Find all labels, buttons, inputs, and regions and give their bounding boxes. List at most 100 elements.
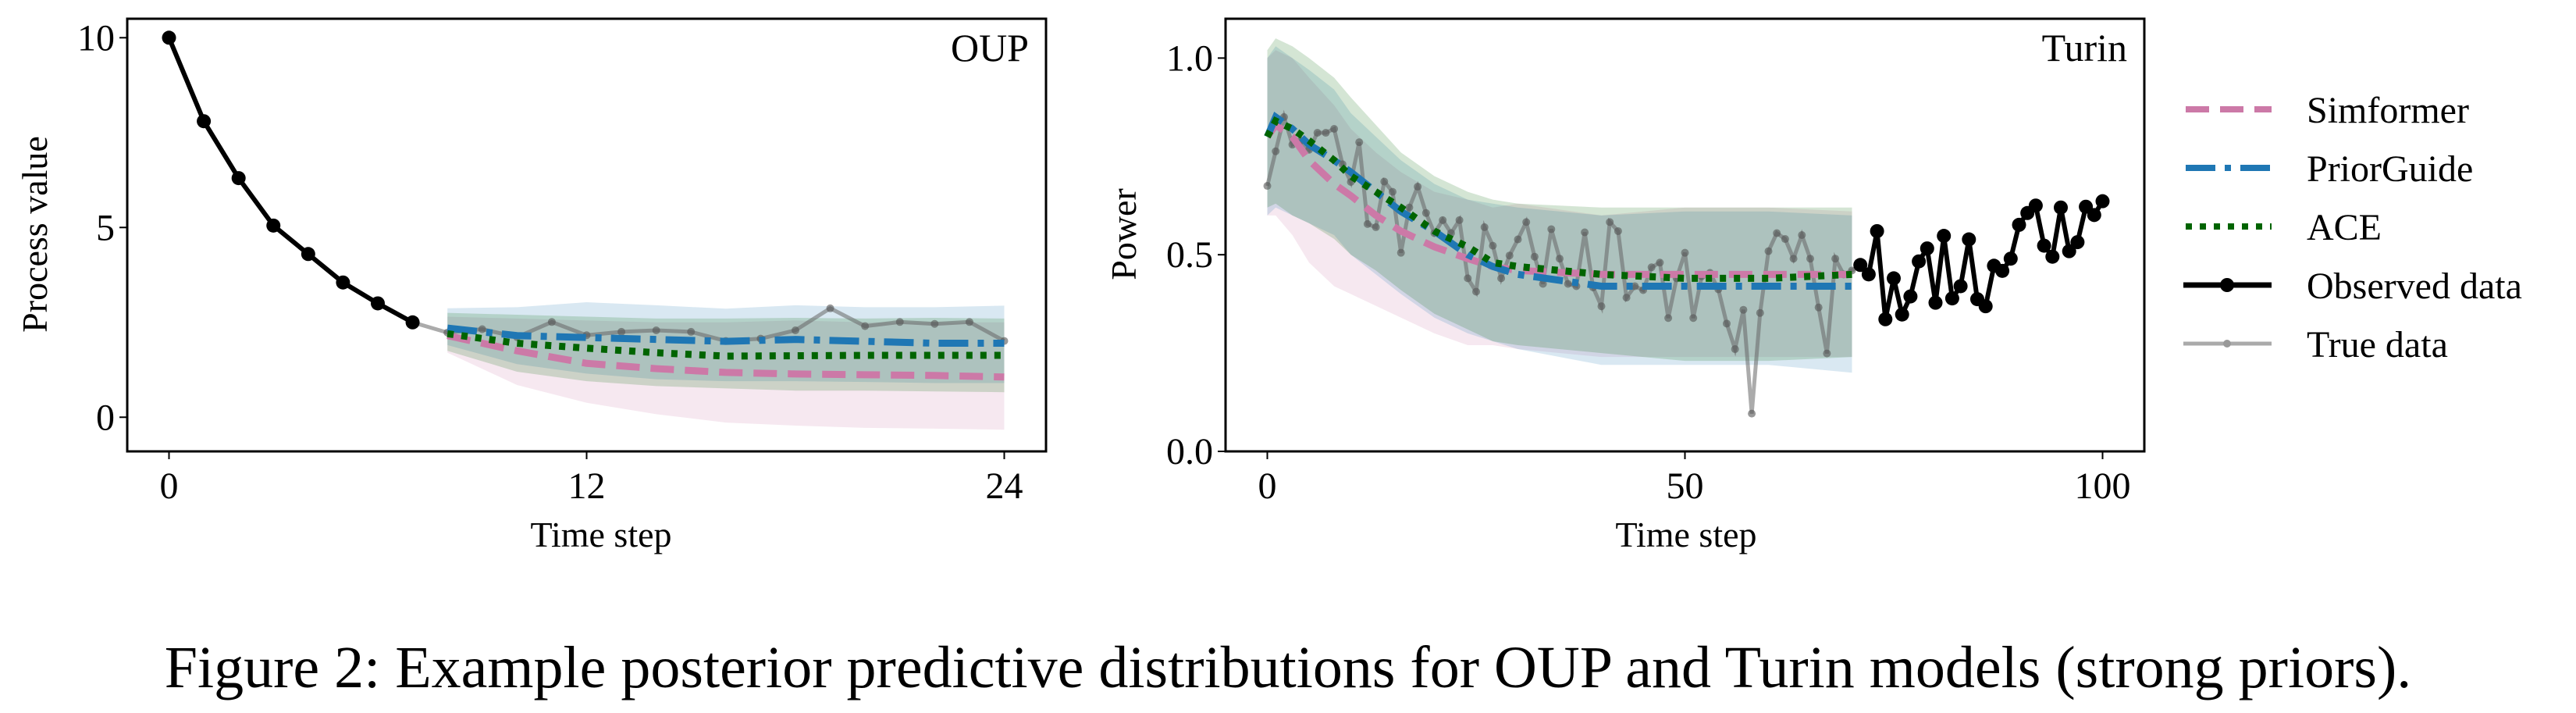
legend-label-observed: Observed data [2307, 266, 2522, 307]
turin-true-data-point [1313, 129, 1322, 137]
oup-x-tick-label: 12 [568, 465, 606, 507]
turin-true-data-point [1539, 280, 1547, 288]
turin-y-tick-label: 0.0 [1166, 431, 1213, 472]
oup-true-data-point [861, 322, 870, 330]
oup-observed-point [162, 30, 176, 45]
turin-observed-point [1887, 271, 1901, 286]
turin-true-data-point [1689, 314, 1698, 323]
turin-observed-point [1937, 229, 1952, 244]
turin-true-data-point [1606, 218, 1614, 226]
turin-observed-point [1995, 263, 2010, 278]
turin-panel-title: Turin [2042, 26, 2127, 70]
turin-observed-point [2054, 200, 2068, 215]
oup-observed-point [197, 114, 212, 129]
turin-true-data-point [1363, 219, 1372, 228]
turin-true-data-point [1514, 235, 1522, 244]
turin-true-data-point [1814, 303, 1823, 312]
turin-observed-point [1912, 254, 1927, 269]
oup-true-data-point [547, 318, 556, 326]
turin-true-data-point [1647, 263, 1656, 272]
turin-true-data-point [1389, 187, 1397, 196]
turin-true-data-point [1781, 235, 1789, 244]
turin-true-data-point [1731, 345, 1739, 354]
oup-panel-title: OUP [951, 26, 1029, 70]
oup-true-data-point [792, 326, 799, 334]
turin-true-data-point [1723, 319, 1731, 328]
turin-true-data-point [1505, 251, 1514, 260]
turin-true-data-point [1581, 228, 1589, 237]
turin-observed-point [1895, 307, 1909, 322]
oup-true-data-point [687, 327, 696, 336]
oup-x-tick-label: 24 [986, 465, 1023, 507]
oup-y-axis-label: Process value [15, 136, 55, 333]
turin-mean-simformer [1264, 119, 1852, 278]
turin-observed-point [2028, 198, 2043, 213]
legend-marker-true-data [2223, 340, 2231, 348]
turin-true-data-point [1497, 274, 1506, 283]
turin-true-data-point [1414, 183, 1422, 191]
turin-observed-point [2095, 194, 2110, 209]
legend-label-priorguide: PriorGuide [2307, 148, 2473, 190]
oup-mean-priorguide [447, 324, 1005, 347]
turin-y-axis-label: Power [1104, 188, 1144, 280]
oup-observed-point [266, 218, 281, 233]
turin-observed-point [1853, 258, 1868, 273]
turin-true-data-point [1439, 216, 1447, 224]
turin-true-data-point [1681, 248, 1689, 257]
oup-true-data-point [930, 319, 939, 328]
turin-observed-point [2012, 217, 2026, 232]
oup-observed-point [301, 247, 315, 262]
turin-true-data-point [1556, 255, 1564, 263]
turin-observed-point [1870, 223, 1884, 238]
turin-true-data-point [1806, 255, 1814, 263]
legend-label-simformer: Simformer [2307, 90, 2469, 131]
turin-observed-point [2087, 208, 2101, 223]
oup-x-tick-label: 0 [160, 465, 179, 507]
turin-observed-point [1962, 232, 1976, 247]
legend-label-ace: ACE [2307, 207, 2382, 248]
turin-true-data-point [1405, 203, 1414, 212]
turin-true-data-point [1748, 409, 1756, 418]
oup-y-tick-label: 10 [77, 17, 115, 59]
turin-true-data-point [1472, 287, 1480, 296]
turin-true-data-point [1614, 226, 1622, 235]
turin-band-priorguide [1267, 46, 1852, 373]
turin-true-data-point [1455, 216, 1464, 224]
turin-observed-point [1953, 279, 1968, 294]
legend: Simformer PriorGuide ACE Observed data T… [2183, 90, 2522, 365]
oup-true-data-point [478, 325, 486, 333]
turin-observed-point [2070, 235, 2085, 250]
turin-true-data-point [1397, 248, 1405, 257]
turin-true-data-point [1530, 252, 1539, 261]
turin-true-data-point [1272, 147, 1280, 155]
turin-true-data-point [1489, 241, 1497, 250]
turin-x-tick-label: 50 [1667, 465, 1704, 507]
turin-true-data-point [1547, 225, 1556, 234]
turin-observed-point [1928, 295, 1943, 310]
turin-x-tick-label: 100 [2075, 465, 2131, 507]
turin-true-data-point [1664, 314, 1673, 323]
oup-y-tick-label: 0 [96, 397, 115, 438]
oup-mean-ace [447, 330, 1005, 360]
turin-true-data-point [1322, 129, 1330, 137]
turin-observed-point [2062, 244, 2076, 258]
turin-true-data-point [1764, 247, 1773, 255]
oup-true-data-point [617, 327, 626, 336]
turin-mean-ace [1264, 116, 1852, 282]
turin-true-data-point [1773, 229, 1781, 237]
oup-observed-point [336, 275, 350, 290]
turin-true-data-point [1622, 294, 1631, 302]
turin-x-tick-label: 0 [1258, 465, 1277, 507]
turin-true-data-point [1380, 177, 1389, 186]
turin-true-data-point [1656, 258, 1664, 267]
turin-true-data-point [1831, 255, 1840, 263]
oup-true-data-point [895, 318, 904, 326]
oup-mean-simformer [447, 332, 1005, 381]
turin-true-data-point [1631, 282, 1639, 291]
turin-true-data-point [1756, 308, 1764, 317]
turin-true-data-point [1823, 349, 1831, 358]
turin-observed-point [2003, 251, 2018, 266]
oup-observed-point [405, 315, 420, 330]
turin-true-data-point [1372, 223, 1380, 231]
